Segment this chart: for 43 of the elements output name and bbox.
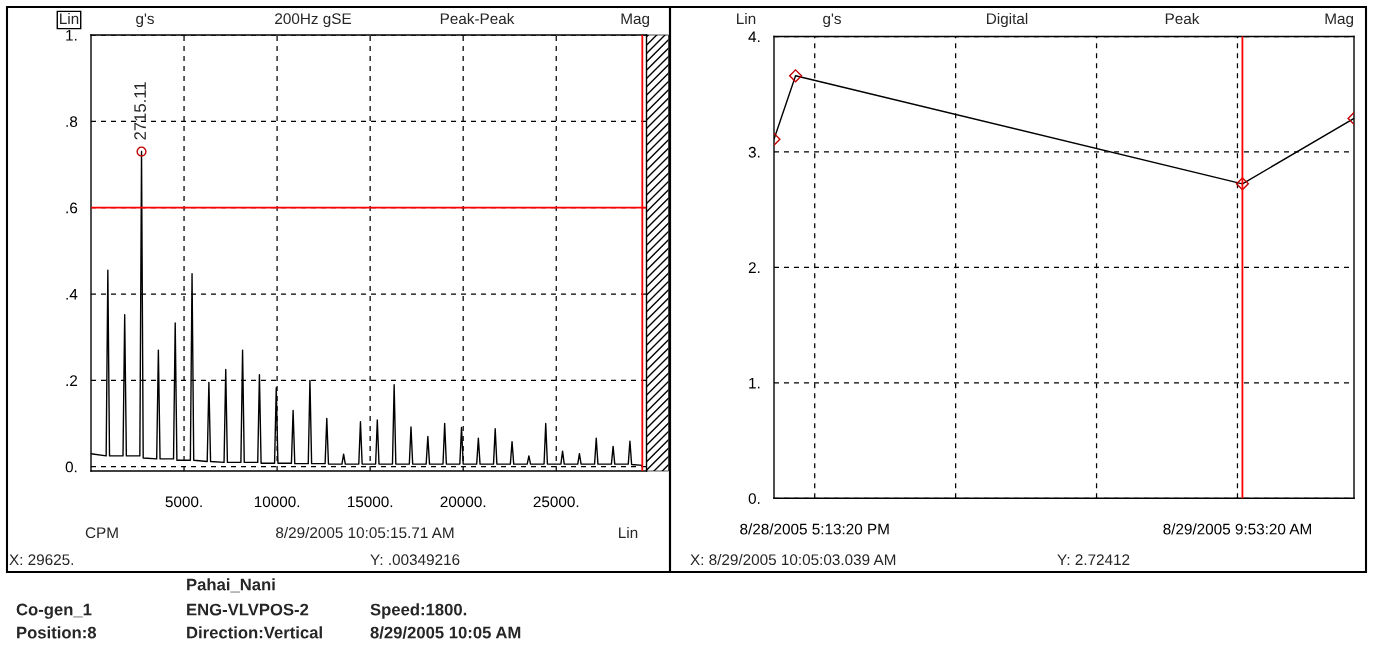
text: Co-gen_1 <box>16 603 92 619</box>
x-tick-label: 25000. <box>533 496 579 508</box>
text: Y: 2.72412 <box>1057 554 1130 565</box>
text: g's <box>823 13 841 28</box>
y-tick-label: 2. <box>748 262 760 273</box>
y-tick-label: .6 <box>66 202 78 214</box>
text: Mag <box>621 13 650 28</box>
y-tick-label: .2 <box>66 375 78 386</box>
text: Digital <box>987 12 1028 28</box>
text: Peak <box>1165 12 1200 25</box>
x-tick-label: 8/28/2005 5:13:20 PM <box>740 523 889 535</box>
x-tick-label: 5000. <box>165 496 202 508</box>
text: ENG-VLVPOS-2 <box>187 603 309 616</box>
y-tick-label: 1. <box>749 377 760 389</box>
text: Peak-Peak <box>440 12 515 25</box>
text: Pahai_Nani <box>187 578 275 593</box>
y-tick-label: 1. <box>66 30 77 41</box>
text: X: 8/29/2005 10:05:03.039 AM <box>690 553 896 566</box>
y-tick-label: .4 <box>66 289 78 300</box>
text: Position:8 <box>17 626 97 639</box>
text: g's <box>136 13 154 28</box>
y-tick-label: 3. <box>748 146 760 158</box>
x-tick-label: 15000. <box>347 496 393 508</box>
y-tick-label: .8 <box>66 116 78 128</box>
text: CPM <box>85 527 118 539</box>
text: Lin <box>619 526 638 538</box>
y-tick-label: 0. <box>65 461 77 473</box>
text: 8/29/2005 10:05:15.71 AM <box>276 526 454 539</box>
annotation: 2715.11 <box>134 82 146 140</box>
text: 8/29/2005 10:05 AM <box>370 626 521 639</box>
text: Y: .00349216 <box>370 554 460 566</box>
text: Mag <box>1325 13 1354 28</box>
x-tick-label: 10000. <box>254 496 300 508</box>
text: Speed:1800. <box>370 603 467 619</box>
text: Lin <box>60 12 79 24</box>
text: 200Hz gSE <box>275 13 351 28</box>
text: Direction:Vertical <box>187 626 322 639</box>
text: X: 29625. <box>9 554 74 566</box>
x-tick-label: 20000. <box>440 496 486 508</box>
text: Lin <box>737 12 756 24</box>
y-tick-label: 4. <box>748 31 760 43</box>
y-tick-label: 0. <box>748 493 760 504</box>
x-tick-label: 8/29/2005 9:53:20 AM <box>1163 523 1311 535</box>
